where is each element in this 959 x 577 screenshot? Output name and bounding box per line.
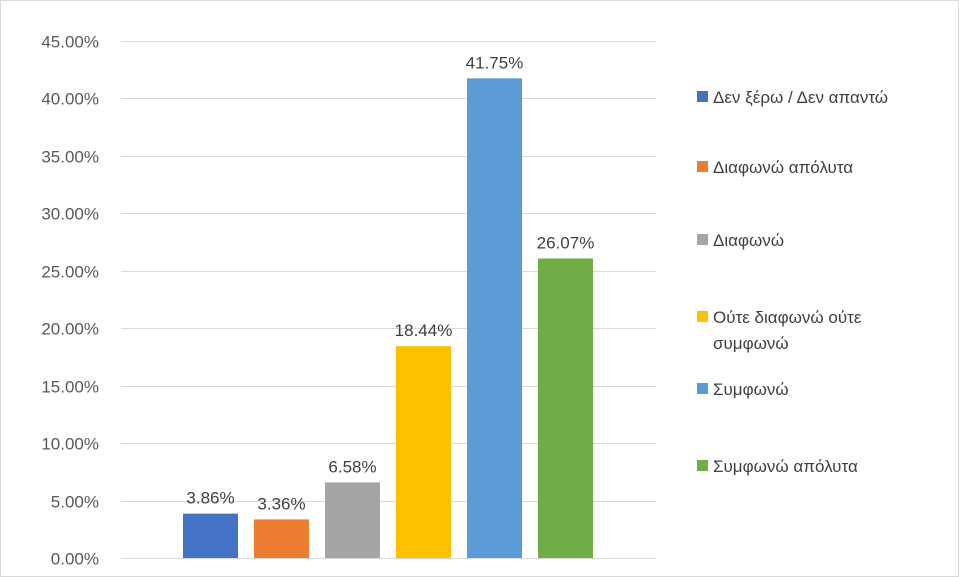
legend-label: Συμφωνώ	[713, 380, 789, 399]
y-tick-label: 5.00%	[51, 493, 99, 512]
legend-label: Διαφωνώ	[713, 231, 784, 250]
data-label: 3.36%	[257, 494, 305, 513]
legend-label: Διαφωνώ απόλυτα	[713, 158, 853, 177]
legend-label: Δεν ξέρω / Δεν απαντώ	[713, 88, 888, 107]
bar	[396, 346, 451, 558]
y-tick-label: 30.00%	[41, 205, 99, 224]
legend-label: Ούτε διαφωνώ ούτε	[713, 308, 862, 327]
legend-swatch	[697, 383, 708, 394]
bar	[183, 513, 238, 558]
bars	[183, 78, 593, 558]
y-tick-label: 15.00%	[41, 378, 99, 397]
y-tick-label: 0.00%	[51, 550, 99, 569]
y-tick-label: 35.00%	[41, 148, 99, 167]
data-label: 41.75%	[466, 53, 524, 72]
data-label: 3.86%	[186, 489, 234, 508]
y-tick-label: 25.00%	[41, 263, 99, 282]
legend-label: Συμφωνώ απόλυτα	[713, 457, 858, 476]
bar	[538, 258, 593, 558]
bar	[325, 482, 380, 558]
legend-item: Συμφωνώ απόλυτα	[697, 457, 858, 476]
data-label: 18.44%	[395, 321, 453, 340]
bar	[467, 78, 522, 558]
y-tick-label: 20.00%	[41, 320, 99, 339]
legend-swatch	[697, 161, 708, 172]
y-axis-tick-labels: 0.00% 5.00% 10.00% 15.00% 20.00% 25.00% 30.00%…	[41, 33, 99, 569]
y-tick-label: 40.00%	[41, 90, 99, 109]
legend-item: Ούτε διαφωνώ ούτε συμφωνώ	[697, 308, 862, 353]
legend-label: συμφωνώ	[713, 334, 789, 353]
legend: Δεν ξέρω / Δεν απαντώ Διαφωνώ απόλυτα Διαφ…	[697, 88, 888, 476]
legend-item: Συμφωνώ	[697, 380, 789, 399]
legend-item: Διαφωνώ απόλυτα	[697, 158, 853, 177]
y-tick-label: 45.00%	[41, 33, 99, 52]
data-label: 6.58%	[328, 457, 376, 476]
data-label: 26.07%	[537, 233, 595, 252]
bar	[254, 519, 309, 558]
legend-item: Διαφωνώ	[697, 231, 784, 250]
legend-swatch	[697, 460, 708, 471]
gridlines	[121, 41, 656, 559]
legend-swatch	[697, 91, 708, 102]
legend-swatch	[697, 311, 708, 322]
legend-item: Δεν ξέρω / Δεν απαντώ	[697, 88, 888, 107]
legend-swatch	[697, 234, 708, 245]
data-labels: 3.86% 3.36% 6.58% 18.44% 41.75% 26.07%	[186, 53, 594, 513]
y-tick-label: 10.00%	[41, 435, 99, 454]
